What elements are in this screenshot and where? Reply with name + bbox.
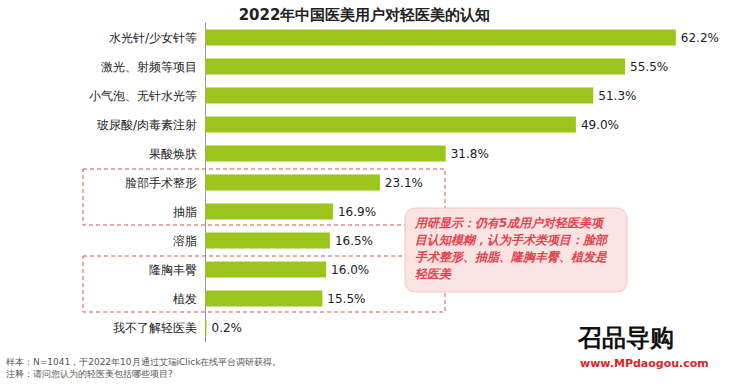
- svg-text:15.5%: 15.5%: [327, 292, 365, 306]
- svg-text:49.0%: 49.0%: [581, 118, 619, 132]
- svg-text:注释：请问您认为的轻医美包括哪些项目?: 注释：请问您认为的轻医美包括哪些项目?: [6, 369, 173, 379]
- svg-text:脸部手术整形: 脸部手术整形: [125, 176, 197, 190]
- svg-text:www.MPdaogou.com: www.MPdaogou.com: [580, 357, 709, 370]
- svg-text:用研显示：仍有5成用户对轻医美项: 用研显示：仍有5成用户对轻医美项: [414, 216, 605, 230]
- svg-text:样本：N=1041，于2022年10月通过艾瑞iClick在: 样本：N=1041，于2022年10月通过艾瑞iClick在线平台调研获得。: [6, 357, 281, 367]
- svg-text:16.5%: 16.5%: [335, 234, 373, 248]
- svg-text:激光、射频等项目: 激光、射频等项目: [101, 60, 197, 74]
- svg-text:2022年中国医美用户对轻医美的认知: 2022年中国医美用户对轻医美的认知: [239, 6, 491, 24]
- svg-text:轻医美: 轻医美: [415, 267, 452, 281]
- svg-text:31.8%: 31.8%: [451, 147, 489, 161]
- svg-text:目认知模糊，认为手术类项目：脸部: 目认知模糊，认为手术类项目：脸部: [415, 233, 609, 247]
- svg-text:水光针/少女针等: 水光针/少女针等: [109, 31, 197, 45]
- svg-text:16.0%: 16.0%: [331, 263, 369, 277]
- svg-text:51.3%: 51.3%: [598, 89, 636, 103]
- svg-text:0.2%: 0.2%: [212, 321, 243, 335]
- svg-text:果酸焕肤: 果酸焕肤: [149, 147, 197, 161]
- svg-text:小气泡、无针水光等: 小气泡、无针水光等: [89, 89, 197, 103]
- svg-text:隆胸丰臀: 隆胸丰臀: [149, 263, 197, 277]
- svg-text:植发: 植发: [173, 292, 197, 306]
- svg-text:我不了解轻医美: 我不了解轻医美: [113, 321, 197, 335]
- svg-text:召品导购: 召品导购: [577, 324, 674, 352]
- svg-text:玻尿酸/肉毒素注射: 玻尿酸/肉毒素注射: [97, 118, 197, 132]
- svg-text:溶脂: 溶脂: [173, 234, 197, 248]
- svg-text:16.9%: 16.9%: [338, 205, 376, 219]
- svg-text:抽脂: 抽脂: [173, 205, 197, 219]
- svg-text:手术整形、抽脂、隆胸丰臀、植发是: 手术整形、抽脂、隆胸丰臀、植发是: [415, 250, 608, 264]
- svg-text:23.1%: 23.1%: [385, 176, 423, 190]
- svg-text:62.2%: 62.2%: [681, 31, 719, 45]
- svg-text:55.5%: 55.5%: [630, 60, 668, 74]
